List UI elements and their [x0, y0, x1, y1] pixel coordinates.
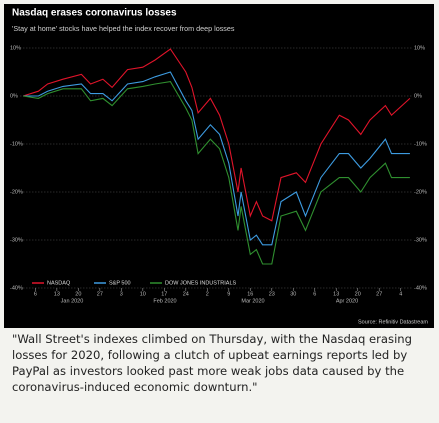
x-tick-label: 20 — [355, 291, 361, 297]
month-label: Apr 2020 — [336, 298, 358, 304]
y-tick-label-right: -30% — [414, 237, 427, 243]
x-tick-label: 9 — [227, 291, 230, 297]
legend-label: DOW JONES INDUSTRIALS — [165, 280, 237, 286]
y-tick-label-right: 0% — [414, 93, 422, 99]
series-line — [23, 80, 410, 265]
x-tick-label: 30 — [290, 291, 296, 297]
chart-title: Nasdaq erases coronavirus losses — [12, 8, 177, 19]
y-tick-label: -20% — [10, 189, 23, 195]
x-tick-label: 16 — [247, 291, 253, 297]
source: Source: Refinitiv Datastream — [358, 319, 428, 325]
x-tick-label: 13 — [54, 291, 60, 297]
y-tick-label-right: -40% — [414, 285, 427, 291]
x-tick-label: 27 — [376, 291, 382, 297]
chart-subtitle: 'Stay at home' stocks have helped the in… — [12, 24, 235, 33]
legend-label: S&P 500 — [109, 280, 131, 286]
y-tick-label-right: -10% — [414, 141, 427, 147]
x-tick-label: 20 — [75, 291, 81, 297]
x-tick-label: 24 — [183, 291, 189, 297]
month-label: Jan 2020 — [61, 298, 84, 304]
y-tick-label-right: -20% — [414, 189, 427, 195]
chart-background — [4, 4, 434, 328]
y-tick-label-right: 10% — [414, 45, 425, 51]
y-tick-label: -30% — [10, 237, 23, 243]
x-tick-label: 3 — [120, 291, 123, 297]
x-tick-label: 13 — [333, 291, 339, 297]
month-label: Feb 2020 — [153, 298, 176, 304]
y-tick-label: -40% — [10, 285, 23, 291]
series-line — [23, 71, 410, 246]
x-tick-label: 17 — [161, 291, 167, 297]
y-tick-label: 10% — [10, 45, 21, 51]
chart: Nasdaq erases coronavirus losses 'Stay a… — [4, 4, 434, 328]
series-line — [22, 48, 411, 222]
quote: "Wall Street's indexes climbed on Thursd… — [12, 332, 412, 394]
x-tick-label: 4 — [399, 291, 402, 297]
x-tick-label: 6 — [34, 291, 37, 297]
y-tick-label: -10% — [10, 141, 23, 147]
x-tick-label: 2 — [206, 291, 209, 297]
legend-label: NASDAQ — [47, 280, 71, 286]
y-tick-label: 0% — [10, 93, 18, 99]
x-tick-label: 27 — [97, 291, 103, 297]
month-label: Mar 2020 — [241, 298, 264, 304]
x-tick-label: 23 — [269, 291, 275, 297]
x-tick-label: 10 — [140, 291, 146, 297]
x-tick-label: 6 — [313, 291, 316, 297]
